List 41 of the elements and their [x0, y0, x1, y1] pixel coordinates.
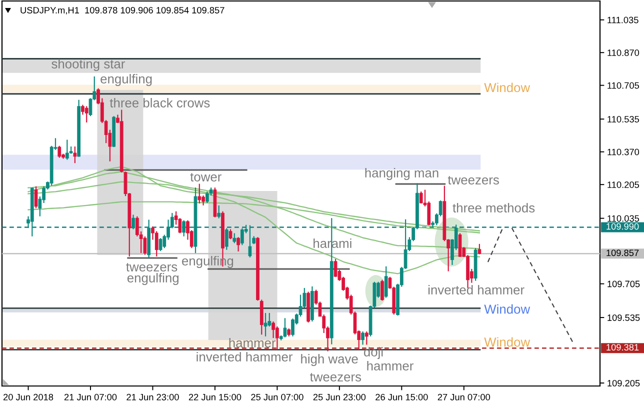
annotation: tweezers	[126, 262, 178, 272]
ref-line-label: 109.381	[606, 344, 639, 351]
y-tick-label: 111.035	[608, 16, 638, 24]
y-tick-label: 109.705	[608, 280, 640, 288]
annotation: engulfing	[127, 272, 178, 286]
ref-line-label: 109.990	[606, 223, 639, 230]
ref-line-label: 109.857	[606, 250, 639, 256]
annotation: hammer	[229, 338, 276, 348]
annotation: engulfing	[100, 74, 152, 86]
y-tick-label: 109.535	[608, 314, 640, 321]
y-tick-label: 110.870	[608, 50, 640, 56]
annotation: tower	[190, 172, 222, 182]
band-label: Window	[484, 304, 530, 314]
annotation: hanging man	[365, 168, 438, 180]
annotation: three black crows	[110, 98, 210, 108]
x-tick-label: 21 Jun 07:00	[64, 394, 117, 400]
x-tick-label: 25 Jun 07:00	[251, 394, 304, 400]
y-tick-label: 110.370	[608, 148, 640, 156]
x-tick-label: 22 Jun 15:00	[188, 394, 242, 400]
y-tick-label: 110.705	[608, 82, 640, 89]
x-tick-label: 20 Jun 2018	[3, 394, 54, 400]
annotation: tweezers	[448, 176, 499, 184]
annotation: high wave	[301, 354, 358, 366]
y-tick-label: 110.035	[608, 215, 640, 222]
annotation: inverted hammer	[196, 352, 293, 362]
annotation: inverted hammer	[428, 284, 524, 294]
annotation: three methods	[452, 202, 535, 212]
y-tick-label: 110.535	[608, 116, 640, 122]
x-tick-label: 26 Jun 15:00	[376, 394, 428, 400]
band-label: Window	[484, 337, 530, 347]
text: USDJPY.m,H1 109.878 109.906 109.854 109.857	[20, 6, 224, 15]
x-tick-label: 21 Jun 23:00	[126, 394, 179, 400]
annotation: doji	[364, 346, 383, 360]
y-tick-label: 110.205	[608, 181, 640, 188]
band-label: Window	[484, 82, 530, 92]
annotation: hammer	[367, 360, 414, 370]
annotation: shooting star	[52, 58, 125, 72]
annotation: tweezers	[310, 372, 362, 382]
y-tick-label: 109.205	[608, 380, 640, 386]
x-tick-label: 27 Jun 07:00	[438, 394, 490, 400]
x-tick-label: 25 Jun 23:00	[313, 394, 366, 400]
